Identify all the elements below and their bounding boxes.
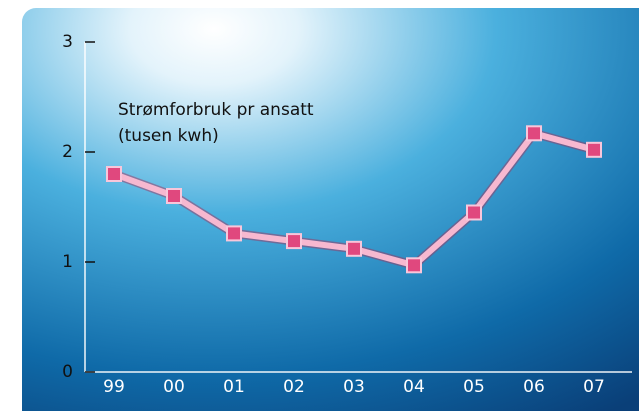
point <box>586 141 602 158</box>
point <box>286 233 302 250</box>
y-tick-label: 0 <box>62 362 73 382</box>
panel <box>22 8 639 411</box>
x-tick-label: 01 <box>223 377 245 397</box>
chart-subtitle: (tusen kwh) <box>118 126 219 146</box>
point <box>106 166 122 182</box>
y-tick-label: 3 <box>62 32 73 52</box>
x-tick-label: 06 <box>523 377 545 397</box>
point <box>346 240 362 257</box>
x-tick-label: 99 <box>103 377 125 397</box>
y-tick-label: 1 <box>62 252 73 272</box>
x-tick-label: 03 <box>343 377 365 397</box>
x-tick-label: 05 <box>463 377 485 397</box>
x-tick-label: 04 <box>403 377 425 397</box>
y-tick-label: 2 <box>62 142 73 162</box>
x-tick-label: 07 <box>583 377 605 397</box>
point <box>406 257 422 274</box>
x-tick-label: 02 <box>283 377 305 397</box>
point <box>226 225 242 242</box>
point <box>526 125 542 142</box>
x-tick-label: 00 <box>163 377 185 397</box>
point <box>166 188 182 204</box>
chart-title: Strømforbruk pr ansatt <box>118 100 314 120</box>
point <box>466 204 482 221</box>
